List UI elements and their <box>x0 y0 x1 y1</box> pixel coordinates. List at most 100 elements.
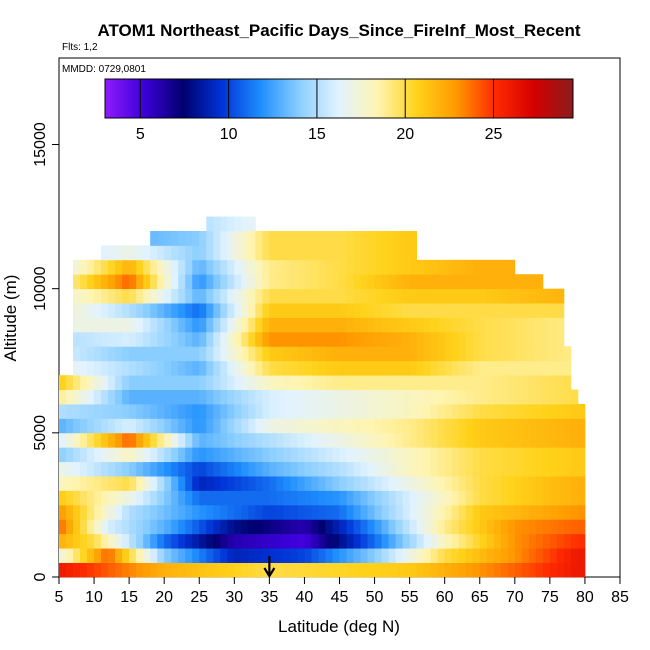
heatmap-cell <box>304 562 312 578</box>
heatmap-cell <box>500 533 509 549</box>
heatmap-cell <box>129 317 137 333</box>
heatmap-cell <box>346 490 354 506</box>
heatmap-cell <box>262 404 270 419</box>
heatmap-cell <box>423 331 432 347</box>
heatmap-cell <box>451 461 460 477</box>
heatmap-cell <box>164 476 172 491</box>
heatmap-cell <box>115 274 123 290</box>
heatmap-cell <box>367 461 375 477</box>
heatmap-cell <box>185 231 193 246</box>
heatmap-cell <box>269 490 277 506</box>
heatmap-cell <box>87 259 95 275</box>
heatmap-cell <box>388 562 396 578</box>
heatmap-cell <box>206 504 214 520</box>
heatmap-cell <box>80 274 88 290</box>
heatmap-cell <box>500 317 509 333</box>
heatmap-cell <box>332 288 340 304</box>
heatmap-cell <box>171 259 179 275</box>
heatmap-cell <box>374 404 382 419</box>
heatmap-cell <box>220 346 228 362</box>
heatmap-cell <box>339 519 347 535</box>
heatmap-cell <box>360 533 368 549</box>
heatmap-cell <box>353 259 361 275</box>
heatmap-cell <box>472 375 481 390</box>
heatmap-cell <box>542 346 551 362</box>
heatmap-cell <box>381 317 389 333</box>
heatmap-cell <box>297 274 305 290</box>
heatmap-cell <box>437 404 446 419</box>
heatmap-cell <box>444 432 453 448</box>
heatmap-cell <box>213 519 221 535</box>
heatmap-cell <box>465 375 474 390</box>
heatmap-cell <box>213 245 221 261</box>
heatmap-cell <box>227 216 235 232</box>
heatmap-cell <box>122 389 130 405</box>
heatmap-cell <box>430 404 439 419</box>
heatmap-cell <box>178 288 186 304</box>
heatmap-cell <box>248 375 256 390</box>
heatmap-cell <box>192 259 200 275</box>
x-tick-label: 30 <box>225 589 243 606</box>
heatmap-cell <box>507 375 516 390</box>
heatmap-cell <box>171 504 179 520</box>
heatmap-cell <box>577 476 586 491</box>
heatmap-cell <box>374 533 382 549</box>
heatmap-cell <box>395 389 404 405</box>
heatmap-cell <box>570 476 579 491</box>
heatmap-cell <box>108 461 116 477</box>
heatmap-cell <box>465 288 474 304</box>
y-tick-label: 15000 <box>32 122 49 167</box>
heatmap-cell <box>164 245 172 261</box>
heatmap-cell <box>353 274 361 290</box>
heatmap-cell <box>80 533 88 549</box>
colorbar-gradient <box>104 78 574 119</box>
heatmap-cell <box>353 476 361 491</box>
heatmap-cell <box>395 259 404 275</box>
heatmap-cell <box>269 461 277 477</box>
heatmap-cell <box>276 447 284 463</box>
heatmap-cell <box>227 245 235 261</box>
heatmap-cell <box>255 360 263 376</box>
heatmap-cell <box>185 562 193 578</box>
heatmap-cell <box>556 447 565 463</box>
heatmap-cell <box>66 562 74 578</box>
heatmap-cell <box>108 303 116 318</box>
heatmap-cell <box>185 375 193 390</box>
heatmap-cell <box>577 519 586 535</box>
heatmap-cell <box>262 331 270 347</box>
heatmap-cell <box>339 562 347 578</box>
heatmap-cell <box>486 504 495 520</box>
heatmap-cell <box>479 360 488 376</box>
heatmap-cell <box>178 490 186 506</box>
heatmap-cell <box>332 548 340 563</box>
heatmap-cell <box>283 375 291 390</box>
heatmap-cell <box>227 418 235 434</box>
heatmap-cell <box>206 447 214 463</box>
heatmap-cell <box>304 259 312 275</box>
heatmap-cell <box>136 360 144 376</box>
heatmap-cell <box>353 461 361 477</box>
heatmap-cell <box>206 303 214 318</box>
heatmap-cell <box>479 533 488 549</box>
heatmap-cell <box>437 562 446 578</box>
heatmap-cell <box>311 288 319 304</box>
heatmap-cell <box>451 533 460 549</box>
heatmap-cell <box>318 303 326 318</box>
heatmap-cell <box>255 562 263 578</box>
heatmap-cell <box>304 288 312 304</box>
heatmap-cell <box>528 288 537 304</box>
heatmap-cell <box>283 317 291 333</box>
heatmap-cell <box>402 274 411 290</box>
heatmap-cell <box>416 331 425 347</box>
plot-area: MMDD: 0729,0801 5 10 15 20 25 <box>58 57 621 579</box>
x-tick-label: 25 <box>190 589 208 606</box>
heatmap-cell <box>269 476 277 491</box>
heatmap-cell <box>255 404 263 419</box>
heatmap-cell <box>122 533 130 549</box>
heatmap-cell <box>444 418 453 434</box>
heatmap-cell <box>479 389 488 405</box>
heatmap-cell <box>472 476 481 491</box>
heatmap-cell <box>360 375 368 390</box>
heatmap-cell <box>283 418 291 434</box>
